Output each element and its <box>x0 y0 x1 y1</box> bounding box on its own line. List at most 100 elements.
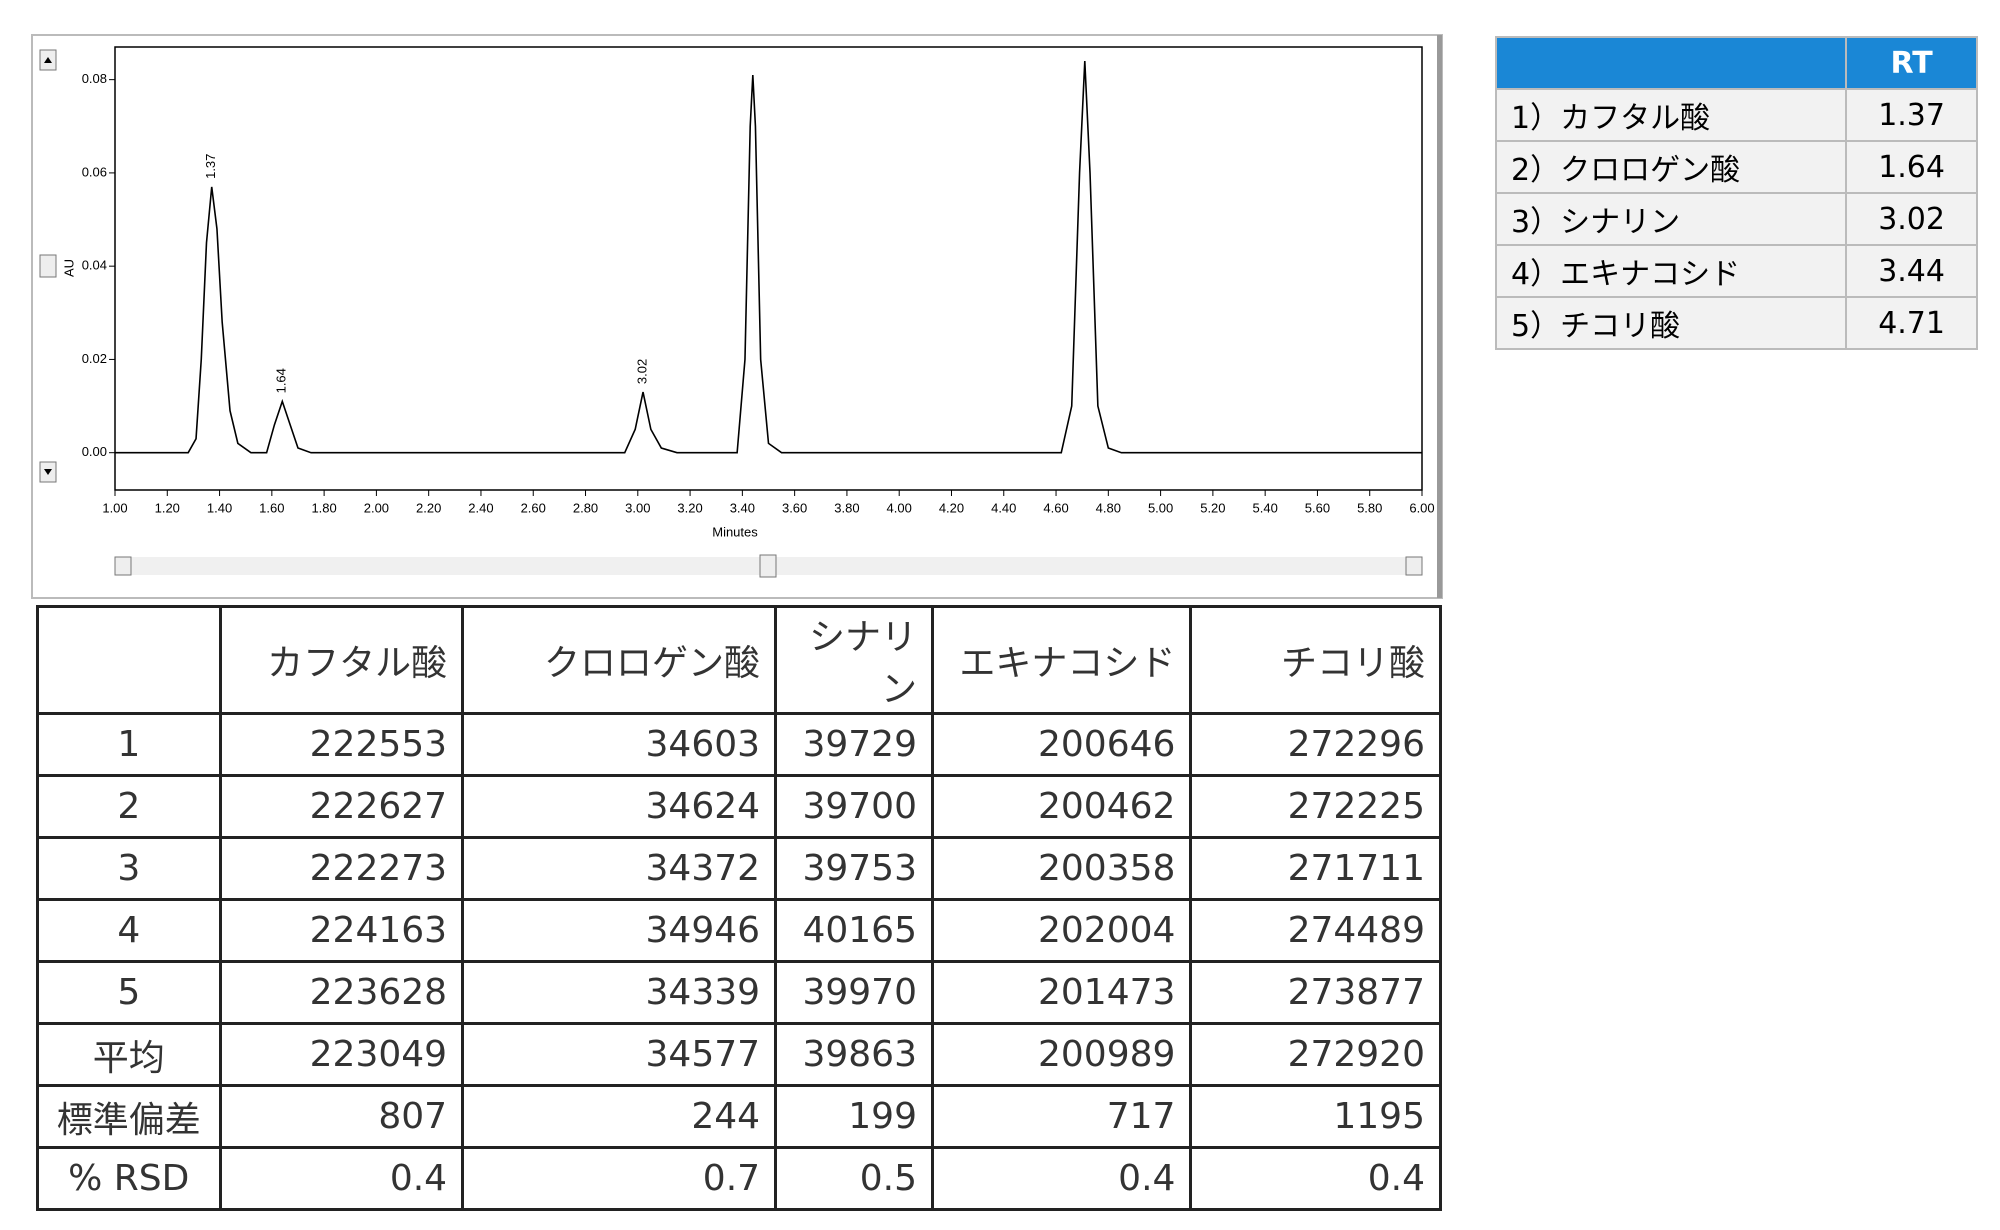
row: 3 222273 34372 39753 200358 271711 <box>36 836 1442 901</box>
x-tick-label: 4.80 <box>1096 500 1121 515</box>
area-cell: 34603 <box>461 712 778 777</box>
header-cell: RT <box>1845 36 1978 90</box>
x-tick-label: 2.40 <box>468 500 493 515</box>
row: 5）チコリ酸 4.71 <box>1494 296 1978 350</box>
area-cell: 0.4 <box>930 1146 1193 1211</box>
scroll-thumb[interactable] <box>759 554 777 578</box>
compound-cell: 3）シナリン <box>1494 192 1848 246</box>
row-label: 5 <box>36 960 222 1025</box>
area-cell: 0.4 <box>218 1146 465 1211</box>
area-cell: 40165 <box>774 898 934 963</box>
x-tick-label: 1.00 <box>102 500 127 515</box>
x-tick-label: 2.20 <box>416 500 441 515</box>
row: % RSD 0.4 0.7 0.5 0.4 0.4 <box>36 1146 1442 1211</box>
scroll-right[interactable] <box>1405 556 1423 576</box>
panel-edge <box>1437 35 1442 598</box>
trace <box>115 60 1422 454</box>
area-cell: 200358 <box>930 836 1193 901</box>
area-cell: 0.5 <box>774 1146 934 1211</box>
row: 1）カフタル酸 1.37 <box>1494 88 1978 142</box>
column-header: シナリン <box>774 605 934 715</box>
y-tick-label: 0.08 <box>82 71 107 86</box>
x-tick-label: 5.60 <box>1305 500 1330 515</box>
row: 1 222553 34603 39729 200646 272296 <box>36 712 1442 777</box>
area-cell: 39700 <box>774 774 934 839</box>
compound-cell: 2）クロロゲン酸 <box>1494 140 1848 194</box>
row: 2）クロロゲン酸 1.64 <box>1494 140 1978 194</box>
row-label: 3 <box>36 836 222 901</box>
x-tick-label: 5.20 <box>1200 500 1225 515</box>
row: 3）シナリン 3.02 <box>1494 192 1978 246</box>
area-cell: 224163 <box>218 898 465 963</box>
x-tick-label: 4.40 <box>991 500 1016 515</box>
area-cell: 222273 <box>218 836 465 901</box>
column-header: カフタル酸 <box>218 605 465 715</box>
row-label: 平均 <box>36 1022 222 1087</box>
row-label: 1 <box>36 712 222 777</box>
panel <box>31 34 1443 599</box>
area-cell: 274489 <box>1189 898 1442 963</box>
scroll-left[interactable] <box>114 556 132 576</box>
x-tick-label: 5.80 <box>1357 500 1382 515</box>
arrow <box>44 57 52 63</box>
peak-label: 1.37 <box>203 154 218 179</box>
y-tick-label: 0.04 <box>82 258 107 273</box>
area-cell: 34339 <box>461 960 778 1025</box>
row: 平均 223049 34577 39863 200989 272920 <box>36 1022 1442 1087</box>
rt-cell: 1.37 <box>1845 88 1978 142</box>
row-label: 4 <box>36 898 222 963</box>
row: 標準偏差 807 244 199 717 1195 <box>36 1084 1442 1149</box>
area-cell: 1195 <box>1189 1084 1442 1149</box>
x-tick-label: 3.00 <box>625 500 650 515</box>
header-cell <box>1494 36 1848 90</box>
area-cell: 39863 <box>774 1022 934 1087</box>
x-tick-label: 3.20 <box>677 500 702 515</box>
area-cell: 223628 <box>218 960 465 1025</box>
rt-table: RT 1）カフタル酸 1.37 2）クロロゲン酸 1.64 3）シナリン 3.02 4）エキ… <box>1494 36 1978 350</box>
compound-cell: 5）チコリ酸 <box>1494 296 1848 350</box>
x-tick-label: 2.00 <box>364 500 389 515</box>
scroll-thumb[interactable] <box>39 254 57 278</box>
y-tick-label: 0.00 <box>82 444 107 459</box>
x-tick-label: 1.20 <box>155 500 180 515</box>
rt-cell: 1.64 <box>1845 140 1978 194</box>
area-cell: 34946 <box>461 898 778 963</box>
row: 4 224163 34946 40165 202004 274489 <box>36 898 1442 963</box>
row: 5 223628 34339 39970 201473 273877 <box>36 960 1442 1025</box>
column-header: チコリ酸 <box>1189 605 1442 715</box>
x-tick-label: 1.80 <box>311 500 336 515</box>
area-cell: 223049 <box>218 1022 465 1087</box>
row-label: % RSD <box>36 1146 222 1211</box>
area-cell: 222553 <box>218 712 465 777</box>
area-cell: 807 <box>218 1084 465 1149</box>
column-header: クロロゲン酸 <box>461 605 778 715</box>
x-tick-label: 4.60 <box>1043 500 1068 515</box>
row-label: 2 <box>36 774 222 839</box>
x-tick-label: 6.00 <box>1409 500 1434 515</box>
row-label: 標準偏差 <box>36 1084 222 1149</box>
area-cell: 222627 <box>218 774 465 839</box>
y-tick-label: 0.06 <box>82 164 107 179</box>
area-cell: 200646 <box>930 712 1193 777</box>
area-cell: 0.4 <box>1189 1146 1442 1211</box>
x-tick-label: 1.40 <box>207 500 232 515</box>
area-cell: 201473 <box>930 960 1193 1025</box>
area-cell: 200462 <box>930 774 1193 839</box>
x-tick-label: 2.60 <box>521 500 546 515</box>
row: 4）エキナコシド 3.44 <box>1494 244 1978 298</box>
area-cell: 272920 <box>1189 1022 1442 1087</box>
area-cell: 717 <box>930 1084 1193 1149</box>
area-cell: 34577 <box>461 1022 778 1087</box>
rt-cell: 3.44 <box>1845 244 1978 298</box>
plot-frame <box>114 46 1423 491</box>
x-tick-label: 4.20 <box>939 500 964 515</box>
area-cell: 272225 <box>1189 774 1442 839</box>
x-tick-label: 3.60 <box>782 500 807 515</box>
area-cell: 39729 <box>774 712 934 777</box>
area-cell: 39753 <box>774 836 934 901</box>
chromatogram: Minutes AU 1.00 1.20 1.40 1.60 1.80 2.00 2.20 2… <box>31 34 1443 599</box>
area-cell: 244 <box>461 1084 778 1149</box>
area-cell: 271711 <box>1189 836 1442 901</box>
x-tick-label: 3.40 <box>730 500 755 515</box>
